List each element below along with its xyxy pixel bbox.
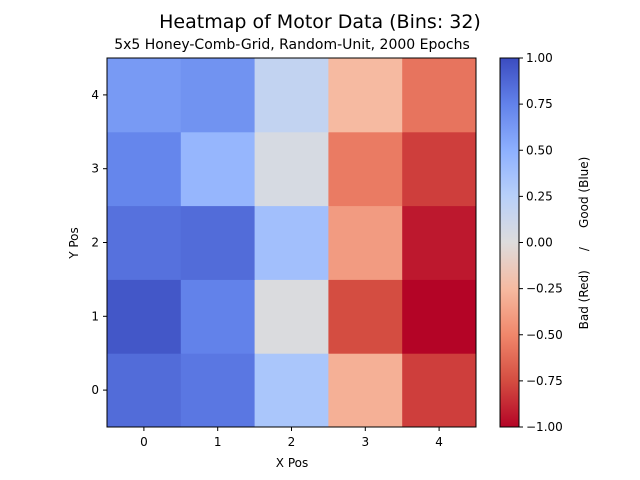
heatmap-cell <box>180 205 256 280</box>
colorbar-tick-label: 0.50 <box>526 143 553 157</box>
heatmap-cell <box>107 279 182 354</box>
x-tick-label: 3 <box>361 435 369 449</box>
heatmap-cell <box>402 353 477 428</box>
heatmap-cell <box>180 279 256 354</box>
y-axis-label: Y Pos <box>67 227 81 260</box>
heatmap-cell <box>402 279 477 354</box>
y-axis-ticks: 0 1 2 3 4 <box>91 88 107 397</box>
heatmap-cell <box>107 58 182 133</box>
heatmap-cell <box>402 205 477 280</box>
heatmap-cell <box>254 205 329 280</box>
heatmap-cell <box>107 205 182 280</box>
heatmap-cell <box>254 353 329 428</box>
colorbar-tick-label: 0.75 <box>526 97 553 111</box>
heatmap-cell <box>180 58 256 133</box>
heatmap-cell <box>254 58 329 133</box>
x-axis-label: X Pos <box>276 456 308 470</box>
x-tick-label: 1 <box>214 435 222 449</box>
colorbar-tick-label: −0.75 <box>526 374 563 388</box>
y-tick-label: 4 <box>91 88 99 102</box>
colorbar-tick-label: 0.00 <box>526 236 553 250</box>
heatmap-cell <box>107 353 182 428</box>
heatmap-cell <box>328 353 403 428</box>
heatmap-cell <box>402 131 477 207</box>
colorbar-tick-label: 0.25 <box>526 189 553 203</box>
x-tick-label: 4 <box>435 435 443 449</box>
y-tick-label: 1 <box>91 309 99 323</box>
y-tick-label: 0 <box>91 383 99 397</box>
heatmap-cell <box>328 279 403 354</box>
chart-title: Heatmap of Motor Data (Bins: 32) <box>159 11 481 33</box>
heatmap-cell <box>328 131 403 207</box>
colorbar-label: Bad (Red) / Good (Blue) <box>577 157 591 330</box>
y-tick-label: 2 <box>91 236 99 250</box>
colorbar-ticks: 1.00 0.75 0.50 0.25 0.00 −0.25 −0.50 −0.75 −1.00 <box>519 51 563 434</box>
heatmap-cell <box>180 353 256 428</box>
heatmap-cell <box>180 131 256 207</box>
heatmap-cells <box>107 58 477 428</box>
heatmap-cell <box>402 58 477 133</box>
colorbar-tick-label: 1.00 <box>526 51 553 65</box>
x-axis-ticks: 0 1 2 3 4 <box>140 427 443 449</box>
heatmap-cell <box>107 131 182 207</box>
heatmap-cell <box>328 205 403 280</box>
chart-subtitle: 5x5 Honey-Comb-Grid, Random-Unit, 2000 E… <box>114 37 470 53</box>
colorbar-tick-label: −1.00 <box>526 420 563 434</box>
heatmap-cell <box>328 58 403 133</box>
x-tick-label: 0 <box>140 435 148 449</box>
x-tick-label: 2 <box>288 435 296 449</box>
heatmap-cell <box>254 131 329 207</box>
colorbar-tick-label: −0.25 <box>526 282 563 296</box>
colorbar-tick-label: −0.50 <box>526 328 563 342</box>
heatmap-cell <box>254 279 329 354</box>
colorbar <box>499 57 520 428</box>
y-tick-label: 3 <box>91 162 99 176</box>
